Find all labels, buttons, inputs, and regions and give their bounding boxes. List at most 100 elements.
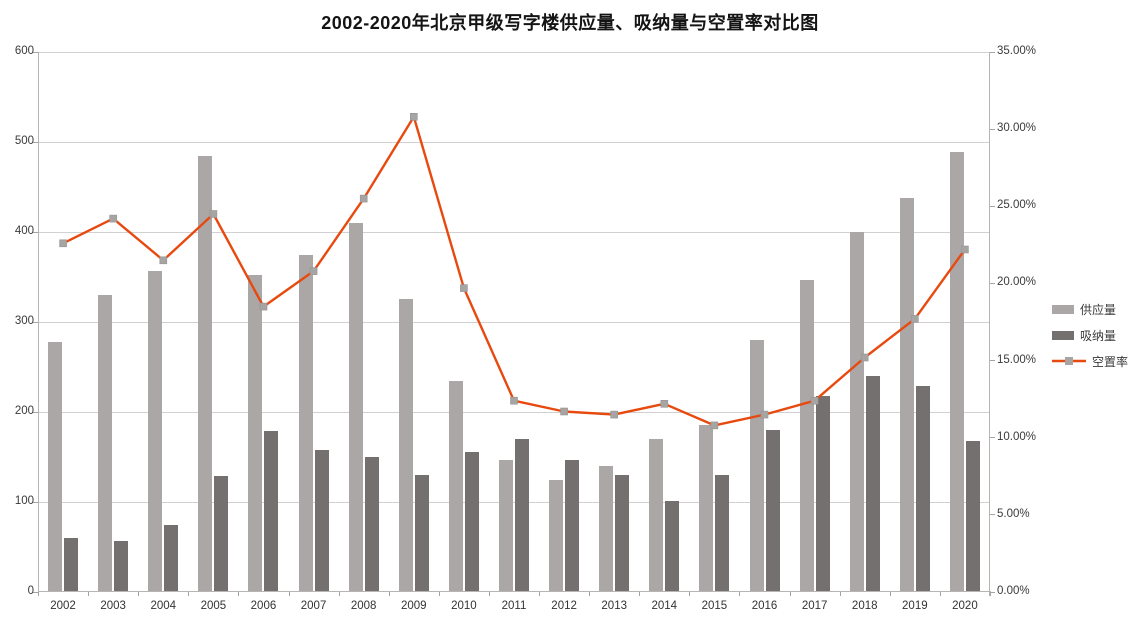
x-axis-label: 2019 bbox=[902, 600, 928, 612]
x-axis-label: 2002 bbox=[50, 600, 76, 612]
chart-title: 2002-2020年北京甲级写字楼供应量、吸纳量与空置率对比图 bbox=[321, 13, 819, 33]
x-axis-label: 2013 bbox=[601, 600, 627, 612]
supply-bar bbox=[699, 424, 714, 591]
supply-bar bbox=[48, 341, 63, 591]
x-axis-label: 2012 bbox=[551, 600, 577, 612]
x-axis-tick bbox=[689, 592, 691, 596]
x-axis-tick bbox=[488, 592, 490, 596]
right-axis-label: 0.00% bbox=[997, 585, 1030, 597]
y-axis-tick bbox=[33, 321, 38, 323]
vacancy-marker bbox=[810, 396, 819, 405]
right-axis-tick bbox=[990, 437, 995, 439]
absorption-bar bbox=[915, 385, 930, 591]
supply-bar bbox=[799, 279, 814, 591]
x-axis-tick bbox=[789, 592, 791, 596]
legend-label-vacancy: 空置率 bbox=[1092, 354, 1129, 369]
absorption-bar bbox=[464, 451, 479, 591]
gridline bbox=[38, 141, 990, 143]
vacancy-marker bbox=[710, 421, 719, 430]
y-axis-label: 0 bbox=[27, 585, 34, 597]
x-axis-label: 2020 bbox=[952, 600, 978, 612]
x-axis-line bbox=[38, 591, 991, 592]
supply-bar bbox=[348, 223, 363, 591]
x-axis-tick bbox=[438, 592, 440, 596]
x-axis-label: 2004 bbox=[150, 600, 177, 612]
x-axis-tick bbox=[539, 592, 541, 596]
absorption-bar bbox=[364, 457, 379, 591]
vacancy-marker bbox=[510, 396, 518, 405]
absorption-bar bbox=[815, 395, 830, 591]
absorption-bar bbox=[865, 376, 880, 591]
right-axis-label: 30.00% bbox=[997, 122, 1037, 135]
vacancy-marker bbox=[660, 399, 669, 408]
absorption-bar bbox=[715, 475, 730, 591]
y-axis-tick bbox=[33, 231, 38, 233]
plot-area bbox=[33, 51, 995, 596]
right-axis-label: 25.00% bbox=[997, 199, 1037, 212]
x-axis-tick bbox=[990, 592, 991, 596]
x-axis-tick bbox=[589, 592, 591, 596]
y-axis-tick bbox=[33, 411, 38, 413]
y-axis-label: 400 bbox=[14, 225, 34, 237]
gridline bbox=[38, 501, 990, 503]
supply-bar bbox=[549, 480, 564, 591]
absorption-bar bbox=[765, 430, 780, 591]
supply-bar bbox=[248, 275, 263, 591]
supply-bar bbox=[849, 232, 864, 591]
absorption-bar bbox=[214, 475, 229, 591]
legend: 供应量 吸纳量 空置率 bbox=[1052, 296, 1128, 374]
right-axis-tick bbox=[990, 360, 995, 362]
gridline bbox=[38, 51, 990, 53]
vacancy-legend-marker bbox=[1065, 357, 1073, 365]
supply-bar bbox=[499, 459, 513, 591]
vacancy-marker bbox=[309, 267, 318, 275]
vacancy-marker bbox=[460, 284, 468, 292]
legend-label-absorption: 吸纳量 bbox=[1080, 328, 1117, 343]
vacancy-line-layer bbox=[59, 112, 969, 430]
x-axis-label: 2017 bbox=[801, 600, 828, 612]
x-axis-label: 2018 bbox=[851, 600, 878, 612]
x-axis-label: 2011 bbox=[501, 600, 527, 612]
supply-bar bbox=[198, 155, 213, 591]
right-axis-label: 20.00% bbox=[997, 276, 1037, 289]
x-axis-tick bbox=[238, 592, 240, 596]
absorption-bar bbox=[615, 475, 630, 591]
x-axis-tick bbox=[38, 592, 39, 596]
x-axis-label: 2015 bbox=[701, 600, 728, 612]
right-axis-tick bbox=[990, 51, 995, 53]
vacancy-marker bbox=[109, 214, 117, 223]
x-axis-tick bbox=[138, 592, 140, 596]
supply-bar bbox=[98, 295, 113, 591]
supply-bar bbox=[649, 439, 664, 591]
right-axis-label: 10.00% bbox=[997, 430, 1037, 443]
y-axis-label: 300 bbox=[14, 315, 34, 327]
right-axis-label: 5.00% bbox=[997, 507, 1030, 520]
absorption-bar bbox=[414, 475, 429, 591]
x-axis-label: 2005 bbox=[200, 600, 227, 612]
right-axis-tick bbox=[990, 205, 995, 207]
supply-bar bbox=[398, 298, 413, 591]
gridline bbox=[38, 321, 990, 323]
vacancy-marker bbox=[159, 256, 168, 265]
x-axis-tick bbox=[288, 592, 290, 596]
gridline bbox=[38, 231, 990, 233]
absorption-bar bbox=[114, 540, 129, 591]
vacancy-marker bbox=[760, 410, 769, 419]
gridline bbox=[38, 411, 990, 413]
right-axis-tick bbox=[990, 514, 995, 516]
vacancy-marker bbox=[610, 410, 619, 419]
x-axis-tick bbox=[739, 592, 741, 596]
x-axis-label: 2003 bbox=[100, 600, 126, 612]
vacancy-line bbox=[62, 115, 966, 427]
x-axis-tick bbox=[338, 592, 340, 596]
supply-legend-swatch bbox=[1052, 304, 1074, 314]
right-axis-label: 35.00% bbox=[997, 45, 1037, 57]
supply-bar bbox=[148, 270, 163, 591]
vacancy-legend-swatch bbox=[1052, 357, 1086, 365]
supply-bar bbox=[298, 255, 313, 591]
absorption-bar bbox=[164, 525, 179, 591]
absorption-bar bbox=[264, 430, 279, 591]
y-axis-label: 500 bbox=[14, 135, 34, 147]
absorption-bar bbox=[565, 459, 580, 591]
